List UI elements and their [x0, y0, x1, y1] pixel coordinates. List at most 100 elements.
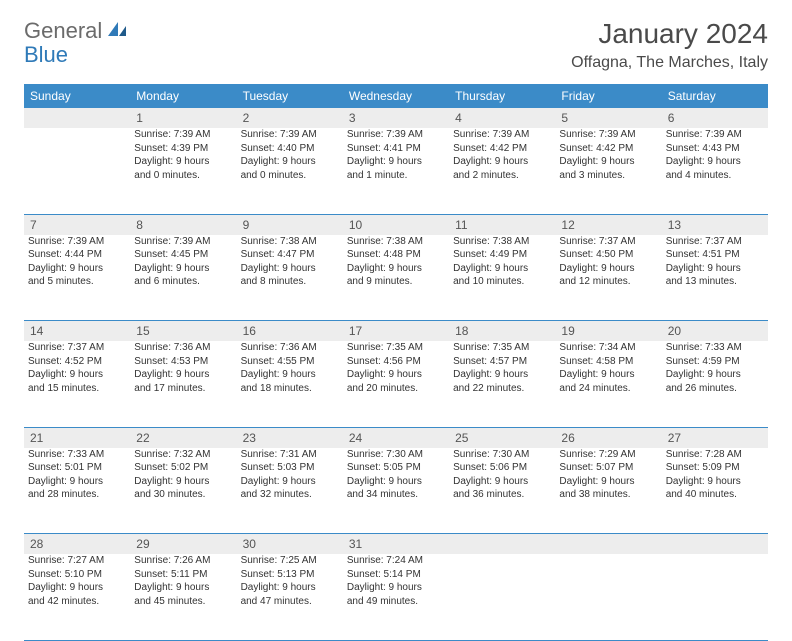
daylight-text: Daylight: 9 hours: [134, 368, 232, 382]
daylight-text: and 34 minutes.: [347, 488, 445, 502]
daylight-text: Daylight: 9 hours: [347, 581, 445, 595]
sunrise-text: Sunrise: 7:39 AM: [241, 128, 339, 142]
daylight-text: and 13 minutes.: [666, 275, 764, 289]
sunrise-text: Sunrise: 7:39 AM: [134, 128, 232, 142]
day-cell: Sunrise: 7:24 AMSunset: 5:14 PMDaylight:…: [343, 554, 449, 640]
day-number: 24: [343, 427, 449, 448]
day-number: 25: [449, 427, 555, 448]
week-0-content-row: Sunrise: 7:39 AMSunset: 4:39 PMDaylight:…: [24, 128, 768, 214]
sunrise-text: Sunrise: 7:39 AM: [559, 128, 657, 142]
day-number: 6: [662, 108, 768, 128]
sunset-text: Sunset: 4:42 PM: [453, 142, 551, 156]
daylight-text: Daylight: 9 hours: [559, 368, 657, 382]
sunset-text: Sunset: 5:07 PM: [559, 461, 657, 475]
daylight-text: Daylight: 9 hours: [28, 475, 126, 489]
daylight-text: Daylight: 9 hours: [134, 475, 232, 489]
daylight-text: and 42 minutes.: [28, 595, 126, 609]
day-cell: Sunrise: 7:39 AMSunset: 4:40 PMDaylight:…: [237, 128, 343, 214]
week-2-content-row: Sunrise: 7:37 AMSunset: 4:52 PMDaylight:…: [24, 341, 768, 427]
sunrise-text: Sunrise: 7:32 AM: [134, 448, 232, 462]
sunset-text: Sunset: 5:02 PM: [134, 461, 232, 475]
sunset-text: Sunset: 4:56 PM: [347, 355, 445, 369]
daylight-text: and 20 minutes.: [347, 382, 445, 396]
sunrise-text: Sunrise: 7:28 AM: [666, 448, 764, 462]
daylight-text: Daylight: 9 hours: [347, 368, 445, 382]
daylight-text: Daylight: 9 hours: [666, 155, 764, 169]
day-cell: Sunrise: 7:25 AMSunset: 5:13 PMDaylight:…: [237, 554, 343, 640]
sunrise-text: Sunrise: 7:24 AM: [347, 554, 445, 568]
sunrise-text: Sunrise: 7:39 AM: [134, 235, 232, 249]
day-number: 26: [555, 427, 661, 448]
day-header-friday: Friday: [555, 84, 661, 108]
week-4-content-row: Sunrise: 7:27 AMSunset: 5:10 PMDaylight:…: [24, 554, 768, 640]
sunset-text: Sunset: 4:43 PM: [666, 142, 764, 156]
day-cell: Sunrise: 7:31 AMSunset: 5:03 PMDaylight:…: [237, 448, 343, 534]
day-number: 29: [130, 534, 236, 555]
day-cell: Sunrise: 7:39 AMSunset: 4:44 PMDaylight:…: [24, 235, 130, 321]
day-cell: Sunrise: 7:35 AMSunset: 4:56 PMDaylight:…: [343, 341, 449, 427]
sunrise-text: Sunrise: 7:39 AM: [347, 128, 445, 142]
daylight-text: Daylight: 9 hours: [453, 368, 551, 382]
day-number: 5: [555, 108, 661, 128]
sunset-text: Sunset: 5:11 PM: [134, 568, 232, 582]
sunrise-text: Sunrise: 7:39 AM: [453, 128, 551, 142]
day-number: 7: [24, 214, 130, 235]
daylight-text: and 49 minutes.: [347, 595, 445, 609]
day-number: [662, 534, 768, 555]
week-4-daynum-row: 28293031: [24, 534, 768, 555]
daylight-text: Daylight: 9 hours: [134, 581, 232, 595]
day-number: 11: [449, 214, 555, 235]
daylight-text: Daylight: 9 hours: [347, 262, 445, 276]
sunrise-text: Sunrise: 7:38 AM: [453, 235, 551, 249]
sunset-text: Sunset: 5:01 PM: [28, 461, 126, 475]
day-cell: Sunrise: 7:39 AMSunset: 4:41 PMDaylight:…: [343, 128, 449, 214]
day-cell: Sunrise: 7:30 AMSunset: 5:06 PMDaylight:…: [449, 448, 555, 534]
daylight-text: Daylight: 9 hours: [453, 262, 551, 276]
daylight-text: and 12 minutes.: [559, 275, 657, 289]
day-cell: Sunrise: 7:39 AMSunset: 4:43 PMDaylight:…: [662, 128, 768, 214]
daylight-text: Daylight: 9 hours: [347, 475, 445, 489]
day-number: 28: [24, 534, 130, 555]
sunset-text: Sunset: 4:42 PM: [559, 142, 657, 156]
daylight-text: and 18 minutes.: [241, 382, 339, 396]
daylight-text: and 30 minutes.: [134, 488, 232, 502]
day-cell: Sunrise: 7:33 AMSunset: 5:01 PMDaylight:…: [24, 448, 130, 534]
sunrise-text: Sunrise: 7:39 AM: [28, 235, 126, 249]
day-header-wednesday: Wednesday: [343, 84, 449, 108]
sunset-text: Sunset: 4:49 PM: [453, 248, 551, 262]
daylight-text: and 24 minutes.: [559, 382, 657, 396]
day-number: 4: [449, 108, 555, 128]
daylight-text: and 5 minutes.: [28, 275, 126, 289]
day-number: 8: [130, 214, 236, 235]
sunset-text: Sunset: 4:51 PM: [666, 248, 764, 262]
day-number: 23: [237, 427, 343, 448]
daylight-text: Daylight: 9 hours: [134, 262, 232, 276]
day-cell: Sunrise: 7:37 AMSunset: 4:52 PMDaylight:…: [24, 341, 130, 427]
daylight-text: and 6 minutes.: [134, 275, 232, 289]
sunrise-text: Sunrise: 7:29 AM: [559, 448, 657, 462]
daylight-text: and 45 minutes.: [134, 595, 232, 609]
day-number: 2: [237, 108, 343, 128]
day-cell: [449, 554, 555, 640]
day-number: 31: [343, 534, 449, 555]
daylight-text: Daylight: 9 hours: [559, 262, 657, 276]
sunrise-text: Sunrise: 7:38 AM: [241, 235, 339, 249]
day-cell: Sunrise: 7:33 AMSunset: 4:59 PMDaylight:…: [662, 341, 768, 427]
sunrise-text: Sunrise: 7:27 AM: [28, 554, 126, 568]
daylight-text: and 0 minutes.: [134, 169, 232, 183]
sunrise-text: Sunrise: 7:30 AM: [347, 448, 445, 462]
day-number: 10: [343, 214, 449, 235]
sunset-text: Sunset: 4:58 PM: [559, 355, 657, 369]
day-header-saturday: Saturday: [662, 84, 768, 108]
sunrise-text: Sunrise: 7:39 AM: [666, 128, 764, 142]
day-cell: Sunrise: 7:37 AMSunset: 4:50 PMDaylight:…: [555, 235, 661, 321]
daylight-text: and 32 minutes.: [241, 488, 339, 502]
day-cell: Sunrise: 7:38 AMSunset: 4:47 PMDaylight:…: [237, 235, 343, 321]
daylight-text: Daylight: 9 hours: [134, 155, 232, 169]
daylight-text: Daylight: 9 hours: [241, 155, 339, 169]
daylight-text: and 4 minutes.: [666, 169, 764, 183]
sunrise-text: Sunrise: 7:37 AM: [666, 235, 764, 249]
daylight-text: Daylight: 9 hours: [241, 581, 339, 595]
day-number: [555, 534, 661, 555]
daylight-text: Daylight: 9 hours: [347, 155, 445, 169]
